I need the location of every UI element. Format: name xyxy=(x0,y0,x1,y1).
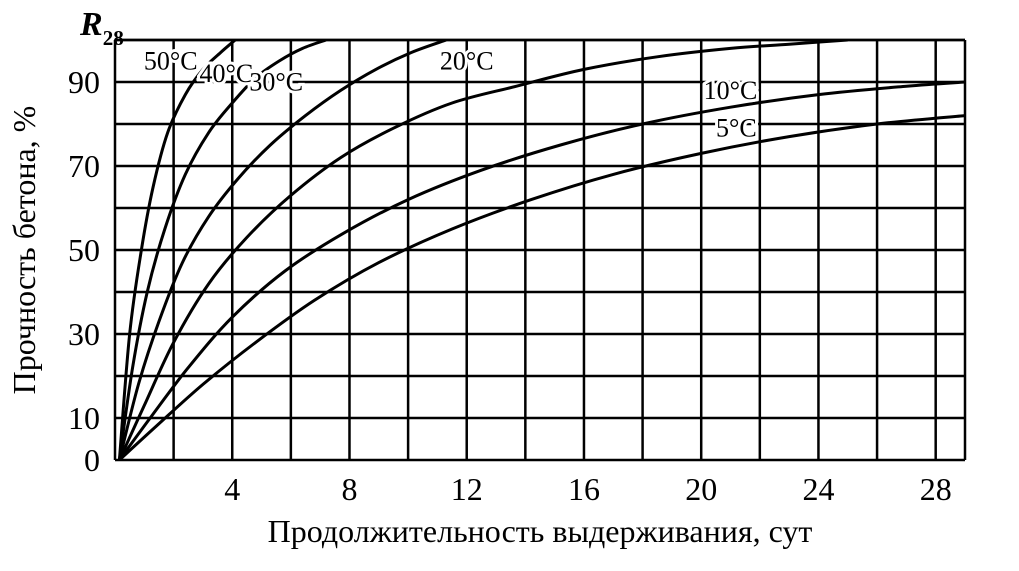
y-tick-90: 90 xyxy=(68,64,100,100)
curve-label-5°C: 5°C xyxy=(716,114,757,143)
x-tick-24: 24 xyxy=(802,471,834,507)
curve-label-50°C: 50°C xyxy=(144,46,198,75)
x-tick-20: 20 xyxy=(685,471,717,507)
y-axis-title: Прочность бетона, % xyxy=(6,106,42,395)
y-tick-10: 10 xyxy=(68,400,100,436)
x-tick-8: 8 xyxy=(341,471,357,507)
curve-label-30°C: 30°C xyxy=(249,67,303,96)
y-tick-0: 0 xyxy=(84,442,100,478)
curve-label-10°C: 10°C xyxy=(704,76,758,105)
x-tick-16: 16 xyxy=(568,471,600,507)
concrete-strength-chart: 50°C40°C30°C 20°C 10°C 5°C 4 8 12 16 20 24 28 0 10… xyxy=(0,0,1019,571)
y-tick-30: 30 xyxy=(68,316,100,352)
x-tick-4: 4 xyxy=(224,471,240,507)
y-tick-50: 50 xyxy=(68,232,100,268)
x-tick-12: 12 xyxy=(451,471,483,507)
curve-label-20°C: 20°C xyxy=(440,46,494,75)
curve-label-40°C: 40°C xyxy=(200,59,254,88)
chart-background xyxy=(0,0,1019,571)
x-tick-28: 28 xyxy=(920,471,952,507)
x-axis-title: Продолжительность выдерживания, сут xyxy=(268,513,813,549)
y-tick-70: 70 xyxy=(68,148,100,184)
